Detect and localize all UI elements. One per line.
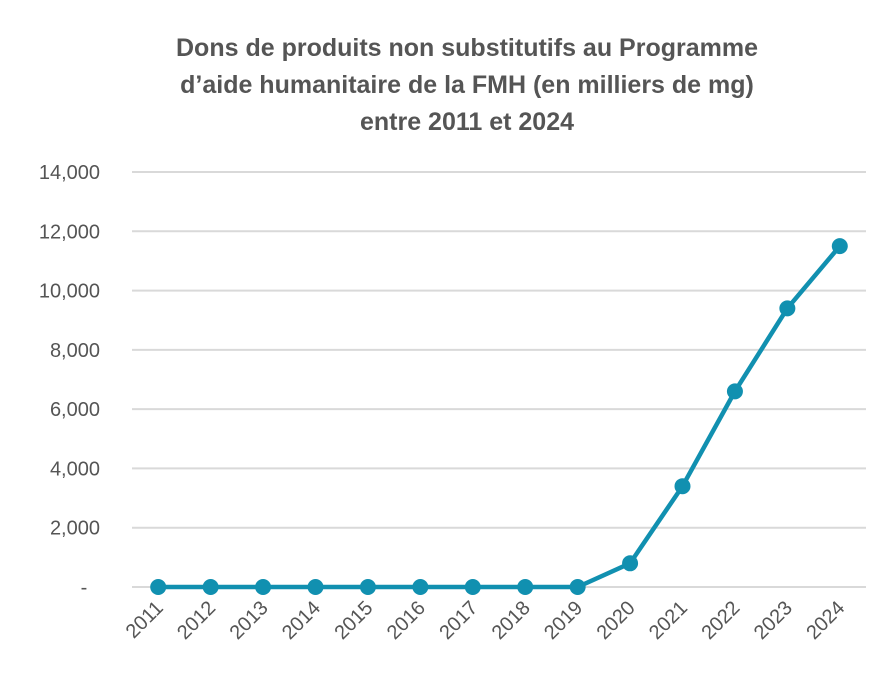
data-point [831, 238, 848, 255]
x-tick-label: 2011 [122, 597, 168, 643]
x-tick-label: 2013 [226, 597, 273, 644]
y-tick-label: 14,000 [39, 162, 100, 184]
x-tick-label: 2023 [750, 597, 797, 644]
x-tick-label: 2016 [383, 597, 430, 644]
x-tick-label: 2012 [173, 597, 220, 644]
data-point [150, 579, 167, 595]
x-tick-label: 2020 [593, 597, 640, 644]
series-line [158, 244, 842, 590]
data-point [622, 555, 639, 572]
x-tick-label: 2018 [488, 597, 535, 644]
y-tick-label: - [81, 577, 88, 599]
x-tick-label: 2022 [697, 597, 744, 644]
data-point [726, 383, 743, 400]
y-tick-label: 10,000 [39, 281, 100, 303]
data-point [517, 579, 534, 595]
x-tick-label: 2021 [645, 597, 692, 644]
y-tick-label: 2,000 [50, 518, 100, 540]
data-point [412, 579, 429, 595]
data-point [779, 300, 796, 317]
x-tick-label: 2019 [540, 597, 587, 644]
x-tick-label: 2014 [278, 597, 325, 644]
y-tick-label: 8,000 [50, 340, 100, 362]
data-point [255, 579, 272, 595]
y-tick-label: 6,000 [50, 399, 100, 421]
chart-title: Dons de produits non substitutifs au Pro… [0, 30, 894, 141]
y-tick-label: 4,000 [50, 458, 100, 480]
x-tick-label: 2015 [330, 597, 377, 644]
y-tick-label: 12,000 [39, 221, 100, 243]
chart-title-line: entre 2011 et 2024 [359, 108, 575, 136]
data-point [359, 579, 376, 595]
data-point [202, 579, 219, 595]
data-point [464, 579, 481, 595]
data-point [307, 579, 324, 595]
chart-title-line: d’aide humanitaire de la FMH (en millier… [180, 71, 754, 99]
data-point [674, 478, 691, 495]
x-tick-label: 2024 [802, 597, 849, 644]
data-point [569, 579, 586, 595]
chart-title-line: Dons de produits non substitutifs au Pro… [176, 34, 758, 62]
x-tick-label: 2017 [435, 597, 482, 644]
